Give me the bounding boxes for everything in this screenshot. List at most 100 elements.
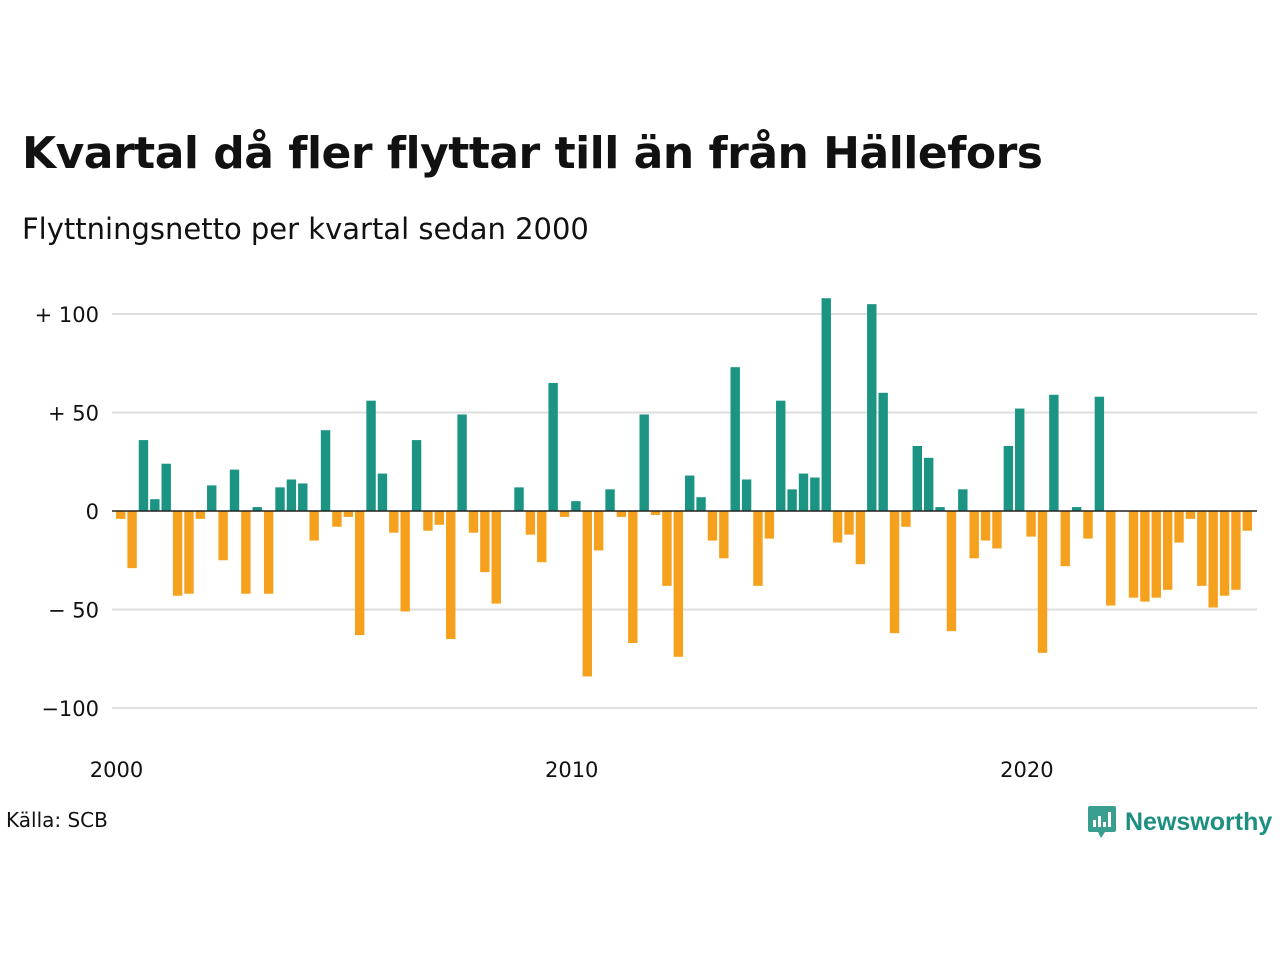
bar bbox=[332, 511, 342, 527]
newsworthy-icon bbox=[1088, 806, 1116, 838]
bar bbox=[1060, 511, 1070, 567]
bar bbox=[195, 511, 206, 519]
newsworthy-logo: Newsworthy bbox=[1087, 802, 1272, 842]
bar bbox=[1162, 511, 1173, 590]
bar bbox=[1071, 507, 1082, 511]
bar bbox=[400, 511, 410, 612]
bar bbox=[844, 511, 854, 535]
bar bbox=[1083, 511, 1093, 539]
bar bbox=[696, 497, 706, 511]
bar bbox=[1049, 394, 1059, 511]
bar bbox=[616, 511, 627, 517]
bar bbox=[366, 400, 376, 511]
bar bbox=[787, 489, 797, 511]
bar bbox=[901, 511, 911, 527]
bar bbox=[935, 507, 945, 511]
brand-name: Newsworthy bbox=[1125, 807, 1273, 836]
bar bbox=[685, 475, 695, 511]
source-note: Källa: SCB bbox=[6, 808, 108, 832]
bars bbox=[116, 298, 1253, 677]
bar bbox=[980, 511, 991, 541]
y-axis-labels: + 100 + 50 0 − 50 −100 bbox=[35, 303, 99, 721]
bar bbox=[480, 511, 490, 573]
bar bbox=[252, 507, 262, 511]
bar bbox=[639, 414, 649, 511]
bar bbox=[867, 304, 877, 511]
bar bbox=[1003, 445, 1014, 511]
bar bbox=[1151, 511, 1161, 598]
chart-subtitle: Flyttningsnetto per kvartal sedan 2000 bbox=[22, 212, 589, 246]
bar bbox=[172, 511, 183, 596]
bar bbox=[275, 487, 285, 511]
bar bbox=[354, 511, 365, 636]
bar bbox=[650, 511, 661, 515]
chart-title: Kvartal då fler flyttar till än från Häl… bbox=[22, 128, 1043, 179]
bar bbox=[1037, 511, 1048, 653]
bar bbox=[821, 298, 831, 511]
bar bbox=[969, 511, 979, 559]
bar bbox=[798, 473, 809, 511]
bar bbox=[741, 479, 752, 511]
bar bbox=[582, 511, 592, 677]
y-tick-label: −100 bbox=[41, 697, 99, 721]
bar bbox=[309, 511, 319, 541]
bar bbox=[1174, 511, 1184, 543]
bar bbox=[1231, 511, 1241, 590]
bar bbox=[298, 483, 308, 511]
bar bbox=[218, 511, 228, 561]
bar bbox=[1208, 511, 1218, 608]
bar bbox=[116, 511, 126, 519]
bar bbox=[912, 445, 922, 511]
bar bbox=[229, 469, 240, 511]
y-tick-label: + 50 bbox=[48, 402, 99, 426]
bar bbox=[389, 511, 399, 533]
x-tick-label: 2020 bbox=[1000, 758, 1053, 782]
bar bbox=[1140, 511, 1150, 602]
bar bbox=[127, 511, 137, 569]
y-tick-label: 0 bbox=[86, 500, 99, 524]
bar bbox=[946, 511, 957, 632]
bar bbox=[559, 511, 570, 517]
y-tick-label: − 50 bbox=[48, 599, 99, 623]
x-tick-label: 2010 bbox=[545, 758, 598, 782]
bar bbox=[1015, 408, 1025, 511]
bar bbox=[537, 511, 547, 563]
bar bbox=[1106, 511, 1116, 606]
bar bbox=[764, 511, 775, 539]
bar bbox=[878, 392, 888, 511]
bar bbox=[810, 477, 820, 511]
bar bbox=[150, 499, 160, 511]
x-tick-label: 2000 bbox=[90, 758, 143, 782]
bar bbox=[673, 511, 684, 657]
bar bbox=[446, 511, 456, 640]
bar bbox=[286, 479, 297, 511]
bar bbox=[1185, 511, 1196, 519]
bar bbox=[1197, 511, 1207, 586]
y-tick-label: + 100 bbox=[35, 303, 99, 327]
bar bbox=[491, 511, 501, 604]
bar bbox=[525, 511, 536, 535]
bar bbox=[411, 440, 422, 511]
bar bbox=[241, 511, 251, 594]
bar bbox=[776, 400, 786, 511]
bar bbox=[320, 430, 331, 511]
bar bbox=[992, 511, 1002, 549]
bar bbox=[548, 382, 558, 511]
bar bbox=[434, 511, 445, 525]
bar bbox=[377, 473, 388, 511]
bar bbox=[628, 511, 638, 643]
bar bbox=[719, 511, 729, 559]
bar bbox=[514, 487, 524, 511]
bar bbox=[958, 489, 968, 511]
bar bbox=[832, 511, 843, 543]
bar bbox=[263, 511, 274, 594]
bar bbox=[662, 511, 672, 586]
bar bbox=[1242, 511, 1253, 531]
bar bbox=[184, 511, 194, 594]
bar bbox=[753, 511, 763, 586]
bar bbox=[1026, 511, 1036, 537]
bar bbox=[1219, 511, 1230, 596]
gridlines bbox=[112, 313, 1257, 709]
bar bbox=[707, 511, 718, 541]
x-axis-labels: 2000 2010 2020 bbox=[90, 758, 1054, 782]
